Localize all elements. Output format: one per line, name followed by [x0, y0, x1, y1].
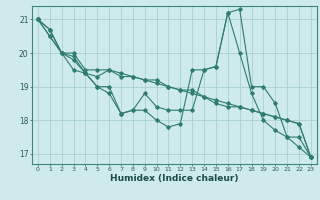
X-axis label: Humidex (Indice chaleur): Humidex (Indice chaleur): [110, 174, 239, 183]
